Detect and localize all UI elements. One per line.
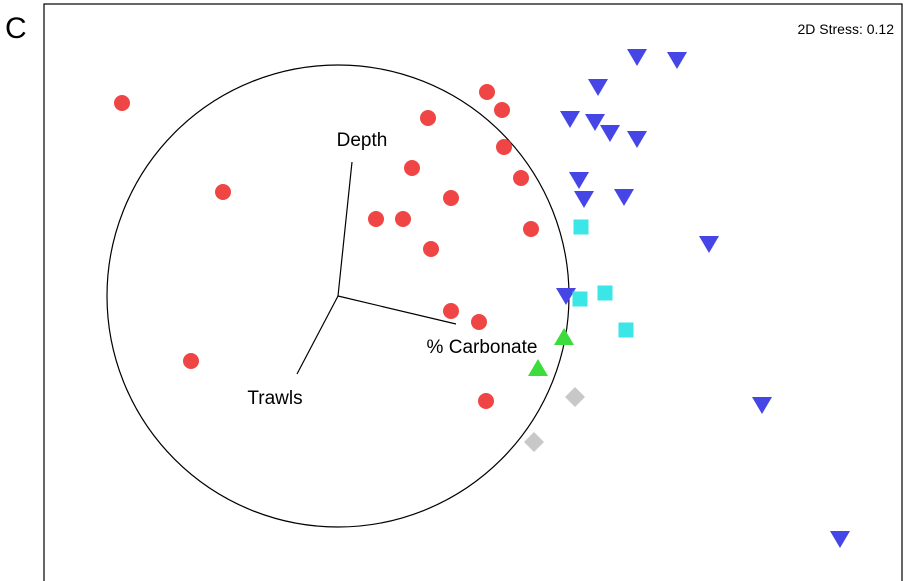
point-triangle-down-7 [569,172,589,189]
vector-line-carbonate [337,295,457,325]
point-circle-5 [420,110,436,126]
point-diamond-1 [524,432,544,452]
point-triangle-up-1 [528,359,548,376]
point-circle-7 [404,160,420,176]
point-circle-16 [478,393,494,409]
point-triangle-down-1 [667,52,687,69]
point-triangle-down-3 [560,111,580,128]
vector-line-trawls [296,295,339,375]
point-circle-13 [423,241,439,257]
point-circle-9 [443,190,459,206]
point-circle-0 [114,95,130,111]
point-circle-8 [513,170,529,186]
point-triangle-down-8 [574,191,594,208]
point-triangle-down-11 [556,288,576,305]
point-triangle-down-4 [585,114,605,131]
point-circle-6 [496,139,512,155]
point-circle-4 [494,102,510,118]
data-points [114,49,850,548]
point-square-0 [573,219,589,235]
point-triangle-down-5 [600,125,620,142]
stress-label: 2D Stress: 0.12 [798,21,895,37]
plot-frame [43,3,903,581]
point-circle-12 [523,221,539,237]
point-square-3 [618,322,634,338]
vector-label-depth: Depth [337,130,388,151]
point-circle-3 [479,84,495,100]
point-triangle-down-13 [830,531,850,548]
point-triangle-up-0 [554,328,574,345]
point-circle-15 [471,314,487,330]
vector-label-trawls: Trawls [247,388,302,409]
point-circle-1 [215,184,231,200]
vector-overlay: Depth Trawls % Carbonate [106,64,570,528]
point-triangle-down-0 [627,49,647,66]
point-triangle-down-12 [752,397,772,414]
vector-line-depth [337,161,353,297]
point-triangle-down-10 [699,236,719,253]
panel-letter: C [5,12,27,45]
point-triangle-down-6 [627,131,647,148]
point-circle-2 [183,353,199,369]
point-circle-14 [443,303,459,319]
vector-label-carbonate: % Carbonate [427,337,538,358]
point-triangle-down-2 [588,79,608,96]
point-square-2 [572,291,588,307]
point-circle-11 [395,211,411,227]
point-triangle-down-9 [614,189,634,206]
point-square-1 [597,285,613,301]
point-circle-10 [368,211,384,227]
point-diamond-0 [565,387,585,407]
